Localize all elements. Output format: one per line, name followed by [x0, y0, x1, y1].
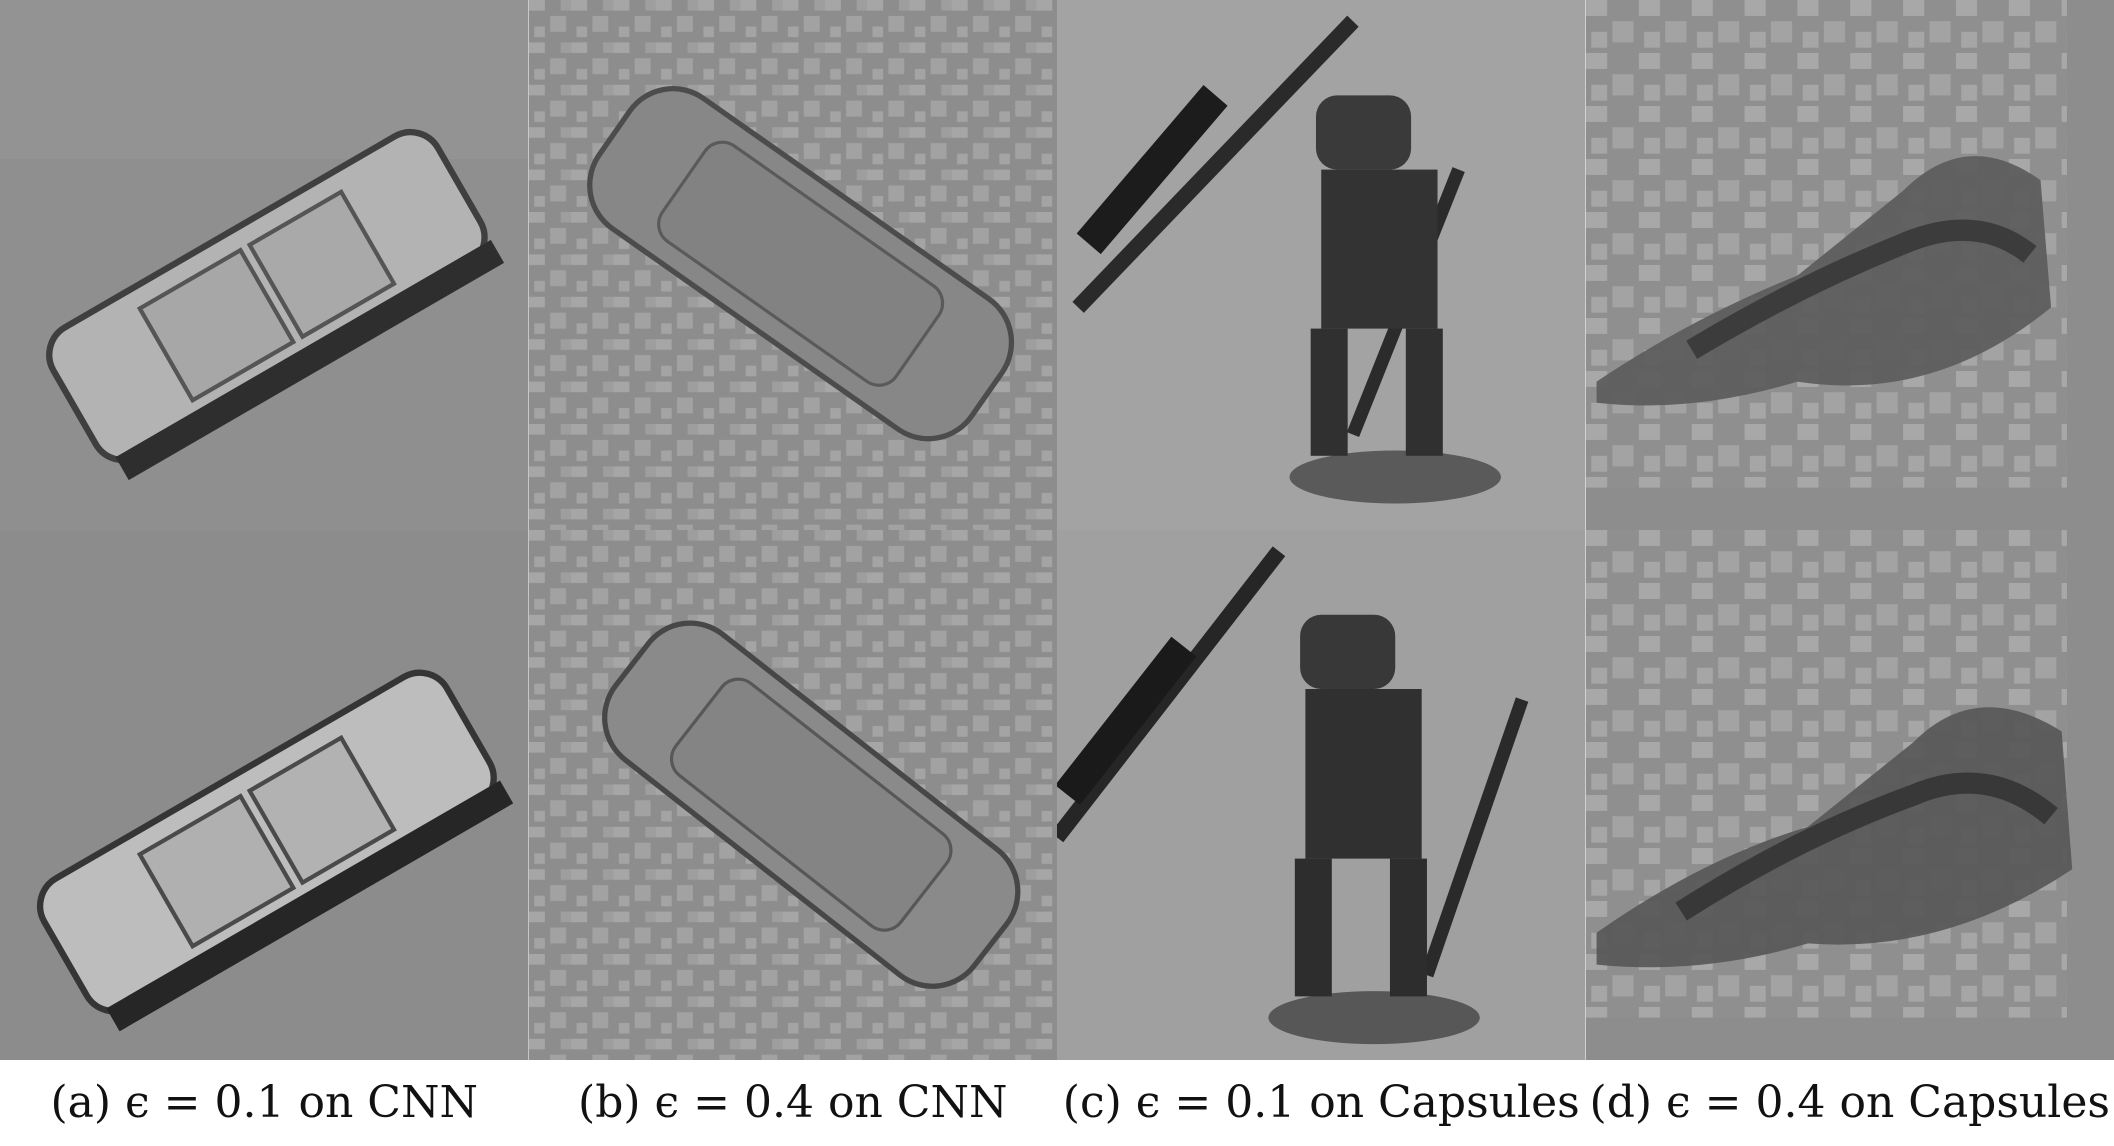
- subfigure-a: [0, 0, 529, 1060]
- caption-a: (a) ϵ = 0.1 on CNN: [50, 1077, 478, 1128]
- adversarial-image-car: [528, 530, 1057, 1060]
- subfigure-d: [1585, 0, 2114, 1060]
- original-image-figurine: [1057, 0, 1586, 530]
- caption-c: (c) ϵ = 0.1 on Capsules: [1062, 1077, 1580, 1128]
- adversarial-image-animal: [1585, 530, 2114, 1060]
- original-image-car: [0, 0, 529, 530]
- caption-b: (b) ϵ = 0.4 on CNN: [578, 1077, 1008, 1128]
- caption-d: (d) ϵ = 0.4 on Capsules: [1589, 1077, 2110, 1128]
- caption-row: (a) ϵ = 0.1 on CNN (b) ϵ = 0.4 on CNN (c…: [0, 1060, 2114, 1146]
- adversarial-image-car: [0, 530, 529, 1060]
- subfigure-c: [1057, 0, 1586, 1060]
- adversarial-image-figurine: [1057, 530, 1586, 1060]
- subfigure-b: [528, 0, 1057, 1060]
- original-image-animal: [1585, 0, 2114, 530]
- original-image-car: [528, 0, 1057, 530]
- figure-grid: [0, 0, 2114, 1060]
